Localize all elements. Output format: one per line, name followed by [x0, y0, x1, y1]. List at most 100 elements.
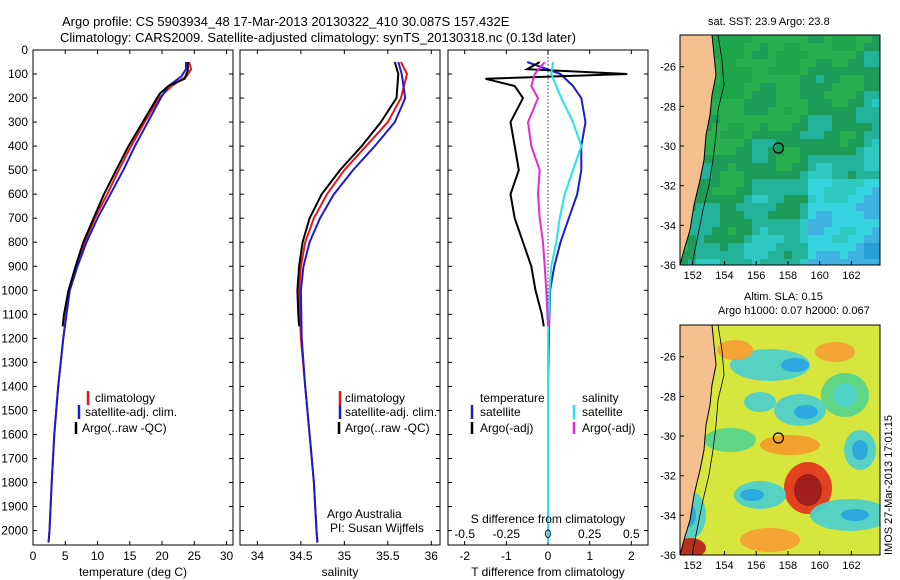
sst-cell: [840, 107, 848, 115]
sst-cell: [864, 227, 872, 235]
sst-cell: [784, 123, 792, 131]
sst-cell: [832, 59, 840, 67]
sst-cell: [728, 195, 736, 203]
sst-cell: [704, 139, 712, 147]
sst-cell: [784, 91, 792, 99]
sst-cell: [760, 115, 768, 123]
sst-cell: [728, 83, 736, 91]
sst-cell: [704, 179, 712, 187]
x-tick-label: 0: [30, 549, 37, 563]
sst-cell: [728, 251, 736, 259]
sst-cell: [784, 179, 792, 187]
sst-cell: [760, 195, 768, 203]
sst-cell: [720, 227, 728, 235]
x-tick-label: 1: [586, 549, 593, 563]
sst-cell: [680, 155, 688, 163]
sst-cell: [720, 107, 728, 115]
sst-cell: [864, 203, 872, 211]
sst-cell: [720, 147, 728, 155]
map-y-tick-label: -32: [660, 471, 676, 483]
sst-cell: [736, 251, 744, 259]
sst-cell: [776, 59, 784, 67]
sst-cell: [704, 251, 712, 259]
sst-cell: [744, 67, 752, 75]
map-x-tick-label: 162: [842, 270, 860, 282]
sst-cell: [704, 171, 712, 179]
map-y-tick-label: -26: [660, 62, 676, 74]
series-line-argo-raw-qc-: [61, 62, 189, 327]
sst-cell: [768, 251, 776, 259]
sst-cell: [688, 75, 696, 83]
map-y-tick-label: -32: [660, 181, 676, 193]
sst-cell: [856, 75, 864, 83]
map-x-tick-label: 160: [811, 270, 829, 282]
sst-cell: [704, 107, 712, 115]
sst-cell: [784, 251, 792, 259]
sst-cell: [680, 99, 688, 107]
sst-cell: [728, 163, 736, 171]
legend-s-satellite: satellite: [582, 405, 623, 419]
y-tick-label: 1100: [2, 307, 28, 321]
sst-cell: [872, 59, 880, 67]
sst-cell: [792, 243, 800, 251]
sst-cell: [792, 195, 800, 203]
sst-cell: [816, 139, 824, 147]
sst-cell: [864, 131, 872, 139]
sst-cell: [752, 251, 760, 259]
sst-cell: [864, 155, 872, 163]
sst-cell: [744, 99, 752, 107]
sst-cell: [712, 123, 720, 131]
sst-cell: [736, 179, 744, 187]
sst-cell: [848, 123, 856, 131]
sst-cell: [704, 59, 712, 67]
sst-cell: [784, 67, 792, 75]
sst-cell: [736, 195, 744, 203]
sst-cell: [696, 147, 704, 155]
sst-cell: [736, 187, 744, 195]
sla-map-title: Altim. SLA: 0.15: [744, 291, 823, 303]
sst-cell: [840, 219, 848, 227]
sst-cell: [808, 211, 816, 219]
sst-cell: [688, 211, 696, 219]
sst-cell: [712, 91, 720, 99]
sst-cell: [872, 187, 880, 195]
sst-cell: [768, 91, 776, 99]
sst-cell: [688, 43, 696, 51]
sst-cell: [704, 243, 712, 251]
sla-anomaly-blob: [740, 528, 800, 552]
sst-cell: [680, 219, 688, 227]
sst-cell: [808, 163, 816, 171]
sst-cell: [680, 203, 688, 211]
sst-cell: [736, 131, 744, 139]
sst-cell: [840, 163, 848, 171]
sst-cell: [720, 67, 728, 75]
x-tick-label: 0: [545, 549, 552, 563]
sst-cell: [760, 211, 768, 219]
sst-cell: [712, 99, 720, 107]
sst-cell: [784, 35, 792, 43]
sst-cell: [696, 235, 704, 243]
sst-cell: [712, 67, 720, 75]
sst-cell: [824, 99, 832, 107]
sst-cell: [688, 259, 696, 265]
sst-cell: [824, 211, 832, 219]
sst-cell: [688, 35, 696, 43]
sst-cell: [856, 107, 864, 115]
sst-cell: [752, 227, 760, 235]
sst-cell: [816, 155, 824, 163]
sst-cell: [856, 91, 864, 99]
sst-cell: [776, 107, 784, 115]
sst-cell: [792, 211, 800, 219]
sst-cell: [720, 251, 728, 259]
sst-cell: [808, 235, 816, 243]
sst-cell: [704, 83, 712, 91]
sst-cell: [824, 75, 832, 83]
x-top-tick-label: 0.25: [578, 527, 602, 541]
sst-cell: [752, 51, 760, 59]
sst-cell: [840, 243, 848, 251]
sst-cell: [704, 235, 712, 243]
sst-cell: [792, 163, 800, 171]
sst-cell: [712, 155, 720, 163]
sst-cell: [824, 163, 832, 171]
